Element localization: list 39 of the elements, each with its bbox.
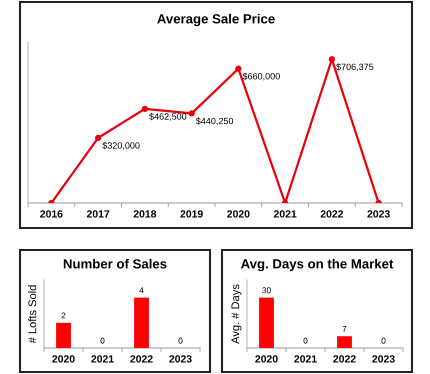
data-label: $462,500 <box>149 112 186 121</box>
x-tick-label: 2022 <box>333 355 356 363</box>
data-label: $706,375 <box>336 63 374 72</box>
point <box>235 66 242 72</box>
chart-title: Number of Sales <box>64 258 167 269</box>
x-tick-label: 2022 <box>130 355 153 363</box>
x-tick-label: 2019 <box>180 210 203 218</box>
x-tick-label: 2018 <box>134 210 156 218</box>
y-axis-title: Avg. # Days <box>231 284 242 344</box>
data-label: $660,000 <box>242 72 280 81</box>
data-label: 2 <box>62 312 66 318</box>
chart-title: Avg. Days on the Market <box>240 258 394 272</box>
data-label: 7 <box>342 326 346 332</box>
data-label: $320,000 <box>102 142 140 150</box>
x-tick-label: 2016 <box>40 210 63 218</box>
y-axis-title: # Lofts Sold <box>28 285 36 344</box>
data-label: 0 <box>304 338 308 344</box>
data-label: $440,250 <box>196 117 234 126</box>
x-tick-label: 2020 <box>52 355 75 363</box>
x-tick-label: 2020 <box>227 210 250 218</box>
x-tick-label: 2021 <box>294 355 317 363</box>
point <box>95 134 102 142</box>
data-label: 4 <box>139 287 144 294</box>
data-label: 0 <box>382 338 386 344</box>
x-tick-label: 2020 <box>255 355 278 363</box>
x-tick-label: 2021 <box>91 355 114 363</box>
x-tick-label: 2023 <box>372 355 395 363</box>
data-label: 0 <box>100 338 104 344</box>
chart-title: Average Sale Price <box>157 14 275 26</box>
x-tick-label: 2021 <box>274 210 296 218</box>
x-tick-label: 2023 <box>367 210 390 218</box>
x-tick-label: 2017 <box>86 210 110 218</box>
data-label: 30 <box>262 287 271 294</box>
x-tick-label: 2022 <box>320 210 344 218</box>
point <box>188 110 195 117</box>
point <box>142 106 148 112</box>
x-tick-label: 2023 <box>169 355 192 363</box>
data-label: 0 <box>178 338 182 344</box>
point <box>328 56 335 62</box>
